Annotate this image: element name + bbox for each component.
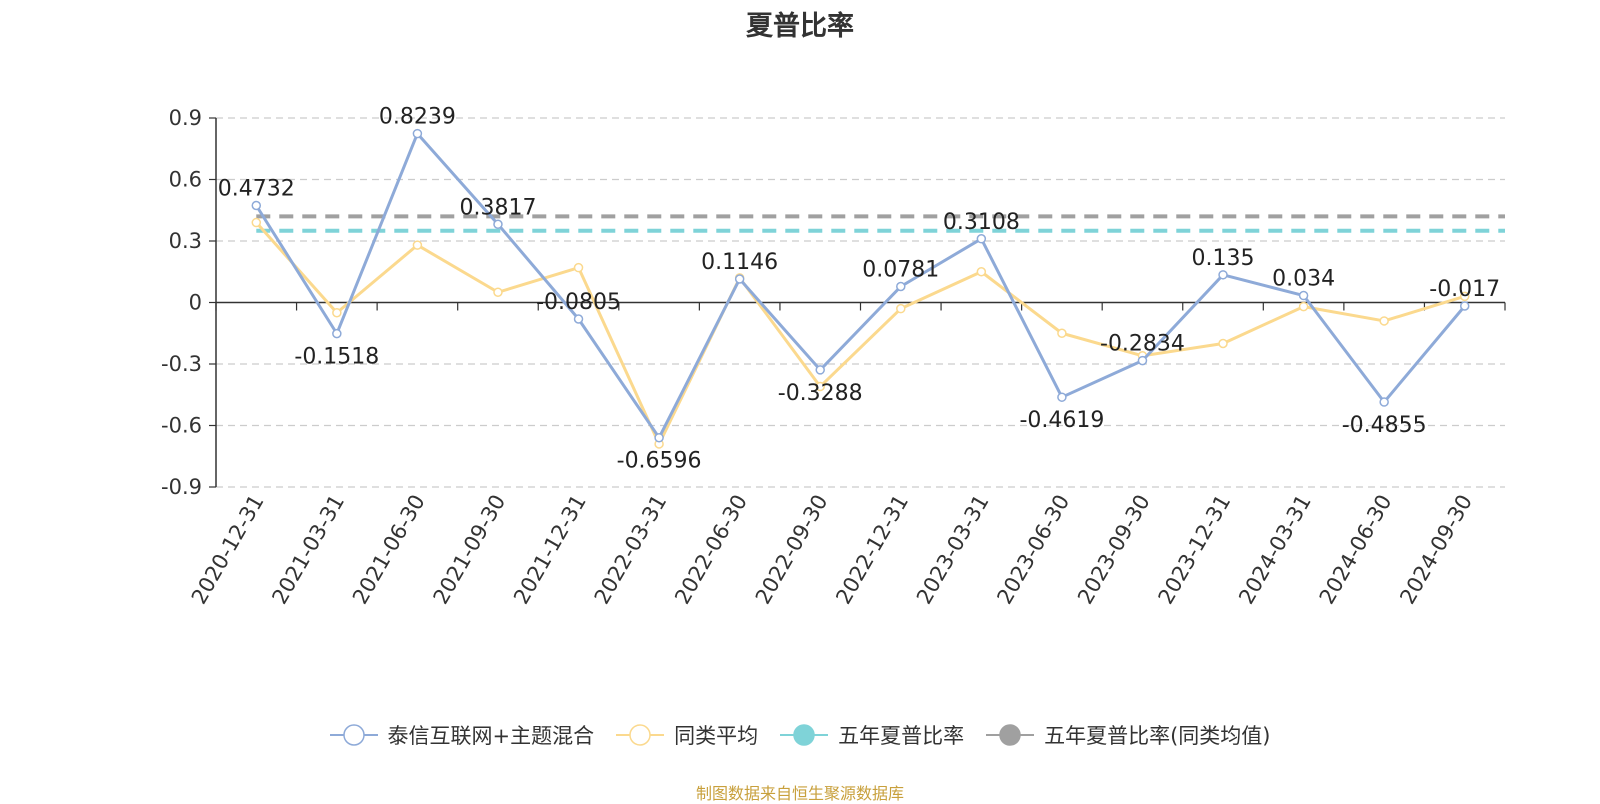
data-label: 0.1146 xyxy=(701,250,778,275)
data-label: -0.6596 xyxy=(617,449,702,474)
data-point[interactable] xyxy=(573,262,584,273)
data-point[interactable] xyxy=(1379,316,1389,326)
data-point[interactable] xyxy=(1298,290,1309,301)
x-tick-label: 2023-03-31 xyxy=(912,491,994,609)
x-tick-label: 2022-06-30 xyxy=(670,491,752,609)
data-label: 0.3108 xyxy=(943,210,1020,235)
legend-label: 五年夏普比率(同类均值) xyxy=(1044,724,1271,748)
x-tick-label: 2021-09-30 xyxy=(428,491,510,609)
legend-item[interactable]: 五年夏普比率(同类均值) xyxy=(986,720,1271,750)
data-point[interactable] xyxy=(815,365,825,375)
legend-swatch xyxy=(986,724,1035,746)
series-lines xyxy=(251,128,1470,449)
data-label: 0.3817 xyxy=(459,195,536,220)
x-tick-label: 2022-03-31 xyxy=(590,491,672,609)
legend-swatch xyxy=(616,724,665,746)
reference-lines xyxy=(256,214,1505,233)
x-tick-label: 2023-06-30 xyxy=(992,491,1074,609)
legend-item[interactable]: 同类平均 xyxy=(616,720,758,750)
x-tick-label: 2023-12-31 xyxy=(1154,491,1236,609)
legend-label: 泰信互联网+主题混合 xyxy=(387,724,595,748)
data-point[interactable] xyxy=(896,303,906,314)
y-tick-label: 0.3 xyxy=(169,229,202,253)
y-tick-label: 0.9 xyxy=(169,106,202,130)
data-label: 0.0781 xyxy=(862,257,939,282)
data-point[interactable] xyxy=(493,287,503,297)
data-label: 0.135 xyxy=(1192,246,1255,271)
data-point[interactable] xyxy=(734,274,745,284)
x-tick-label: 2022-12-31 xyxy=(831,491,913,609)
legend-item[interactable]: 五年夏普比率 xyxy=(780,720,964,750)
y-tick-label: -0.3 xyxy=(161,352,202,376)
x-tick-label: 2021-12-31 xyxy=(509,491,591,609)
data-point[interactable] xyxy=(1298,301,1309,312)
data-point[interactable] xyxy=(332,308,342,318)
series-line xyxy=(255,221,1466,446)
grid-layer xyxy=(216,117,1505,488)
data-point[interactable] xyxy=(251,217,262,228)
x-tick-label: 2021-03-31 xyxy=(267,491,349,609)
source-note: 制图数据来自恒生聚源数据库 xyxy=(695,784,904,803)
data-label: -0.4619 xyxy=(1019,408,1104,433)
legend-item[interactable]: 泰信互联网+主题混合 xyxy=(329,720,595,750)
data-point[interactable] xyxy=(573,314,584,324)
data-point[interactable] xyxy=(896,281,906,292)
data-labels: 0.4732 -0.1518 0.8239 0.3817 -0.0805 -0.6596 0… xyxy=(218,105,1500,474)
data-label: -0.4855 xyxy=(1342,413,1427,438)
data-point[interactable] xyxy=(412,240,423,250)
legend: 泰信互联网+主题混合 同类平均 五年夏普比率 五年夏普比率(同类均值) xyxy=(0,720,1600,750)
data-point[interactable] xyxy=(412,128,423,139)
data-point[interactable] xyxy=(976,267,987,277)
data-point[interactable] xyxy=(251,200,262,211)
x-tick-label: 2021-06-30 xyxy=(348,491,430,609)
data-label: 0.8239 xyxy=(379,105,456,130)
data-point[interactable] xyxy=(332,328,342,339)
x-tick-label: 2024-06-30 xyxy=(1315,491,1397,609)
y-tick-label: 0.6 xyxy=(169,168,202,192)
data-point[interactable] xyxy=(1218,338,1228,349)
data-point[interactable] xyxy=(1057,328,1067,338)
legend-label: 五年夏普比率 xyxy=(838,724,965,748)
y-tick-label: 0 xyxy=(189,291,202,315)
data-label: -0.1518 xyxy=(294,345,379,370)
legend-swatch xyxy=(780,724,829,746)
x-tick-label: 2024-03-31 xyxy=(1234,491,1316,609)
y-tick-label: -0.9 xyxy=(161,475,202,499)
series-line xyxy=(255,132,1466,440)
data-point[interactable] xyxy=(976,234,987,244)
x-tick-label: 2023-09-30 xyxy=(1073,491,1155,609)
legend-swatch xyxy=(329,724,378,746)
data-label: 0.034 xyxy=(1272,267,1335,292)
data-label: -0.3288 xyxy=(778,381,863,406)
data-point[interactable] xyxy=(815,381,825,392)
x-tick-label: 2022-09-30 xyxy=(751,491,833,609)
data-point[interactable] xyxy=(654,432,664,443)
data-point[interactable] xyxy=(1379,397,1389,407)
x-tick-label: 2020-12-31 xyxy=(187,491,269,609)
data-point[interactable] xyxy=(1218,270,1228,280)
data-point[interactable] xyxy=(1459,301,1470,311)
y-tick-label: -0.6 xyxy=(161,414,202,438)
data-label: -0.0805 xyxy=(536,290,621,315)
data-label: -0.017 xyxy=(1429,277,1500,302)
data-point[interactable] xyxy=(1057,392,1067,402)
chart-title: 夏普比率 xyxy=(746,11,854,42)
data-label: -0.2834 xyxy=(1100,332,1185,357)
x-tick-label: 2024-09-30 xyxy=(1395,491,1477,609)
data-label: 0.4732 xyxy=(218,176,295,201)
data-point[interactable] xyxy=(493,219,503,230)
data-point[interactable] xyxy=(1459,291,1470,302)
data-point[interactable] xyxy=(1137,355,1148,366)
legend-label: 同类平均 xyxy=(674,724,759,748)
